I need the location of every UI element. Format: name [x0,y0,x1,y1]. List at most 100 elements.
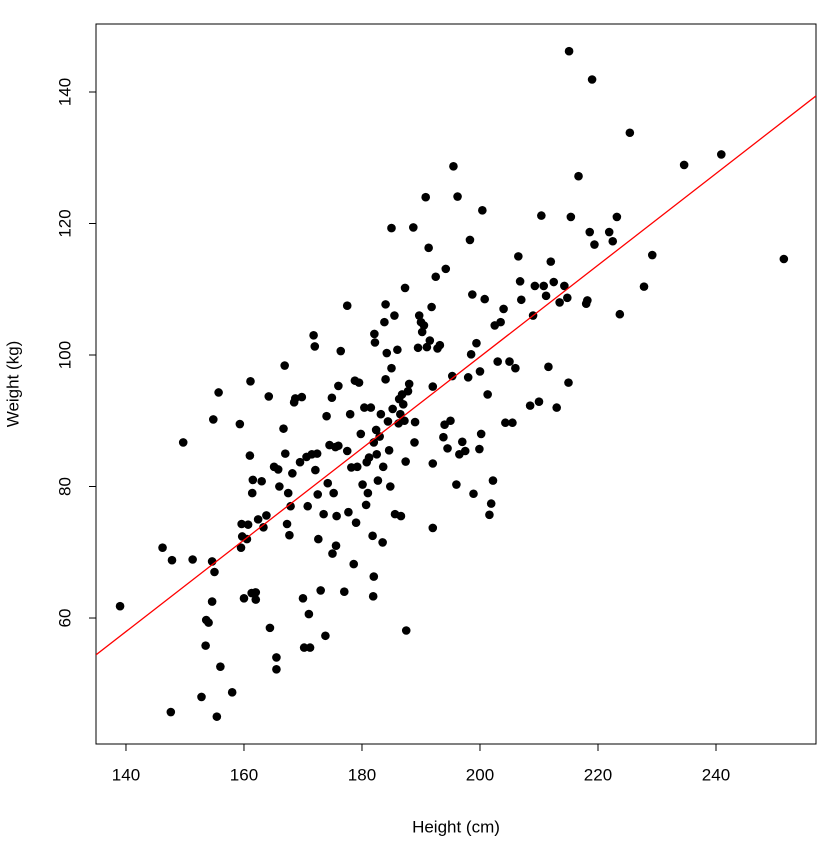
point [358,480,367,489]
y-tick-label: 120 [55,209,74,237]
point [342,301,352,310]
point [452,480,461,489]
point [496,317,505,327]
point [409,223,418,232]
point [541,291,551,301]
point [410,417,420,427]
point [304,609,314,619]
point [334,441,343,451]
point [322,411,331,421]
x-tick-label: 240 [702,765,730,784]
point [428,459,438,468]
point [472,338,481,348]
point [314,534,323,544]
point [779,254,789,264]
point [313,490,323,499]
y-tick-label: 80 [55,477,74,496]
point [373,476,383,485]
point [264,392,274,401]
point [286,501,295,511]
point [216,662,225,671]
x-axis-title: Height (cm) [412,817,500,836]
point [463,373,473,382]
point [401,457,410,466]
point [303,501,312,511]
point [236,543,246,552]
point [311,465,320,475]
point [227,688,237,697]
point [312,449,322,458]
point [291,394,300,403]
point [486,499,496,508]
point [431,272,441,282]
point [530,281,540,291]
point [424,243,433,253]
point [339,587,349,597]
point [380,317,389,327]
point [188,555,197,564]
point [449,161,458,171]
point [476,429,486,439]
point [115,601,125,611]
point [499,304,508,314]
point [679,160,689,170]
point [332,511,341,521]
point [546,257,556,266]
point [478,206,487,215]
point [319,509,328,519]
point [282,519,292,529]
point [368,531,377,541]
point [251,588,261,597]
point [396,511,406,521]
point [375,432,384,441]
point [265,623,275,633]
point [413,343,423,353]
point [465,235,475,245]
point [422,342,432,352]
point [515,277,525,286]
point [283,488,293,498]
x-tick-label: 160 [230,765,258,784]
point [329,488,338,498]
point [381,300,390,309]
point [453,192,462,201]
point [386,482,395,491]
point [564,378,573,387]
point [410,438,419,447]
point [508,418,517,428]
point [167,555,177,565]
point [604,227,614,237]
point [381,375,390,384]
point [352,462,362,472]
point [439,432,448,442]
point [368,592,378,601]
point [210,567,219,577]
point [443,444,452,453]
point [242,534,252,544]
point [566,212,576,222]
point [251,595,261,604]
point [400,283,410,293]
point [483,390,492,399]
point [259,522,268,532]
point [560,281,569,291]
point [534,397,544,406]
point [414,311,424,320]
point [354,378,364,387]
point [615,309,625,319]
point [549,277,559,287]
point [272,653,281,662]
point [376,409,386,419]
point [427,302,436,312]
point [361,500,371,510]
point [262,511,271,520]
point [344,507,353,517]
point [457,437,467,447]
point [245,451,255,460]
point [363,488,373,498]
point [323,478,333,488]
point [539,281,549,291]
point [257,476,266,486]
point [370,338,380,347]
